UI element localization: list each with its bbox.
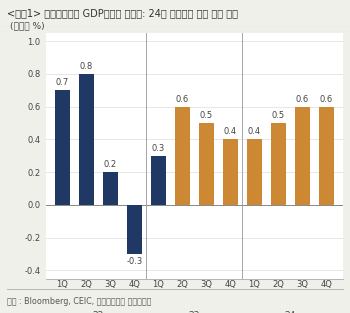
Text: <그림1> 하이투자증권 GDP성장률 전망치: 24년 상반기중 경기 횡보 예상: <그림1> 하이투자증권 GDP성장률 전망치: 24년 상반기중 경기 횡보 … (7, 8, 238, 18)
Text: 자료 : Bloomberg, CEIC, 하이투자증권 리서치본부: 자료 : Bloomberg, CEIC, 하이투자증권 리서치본부 (7, 297, 151, 306)
Text: 0.8: 0.8 (80, 62, 93, 71)
Text: 22: 22 (93, 310, 104, 313)
Bar (199, 123, 214, 205)
Text: 0.2: 0.2 (104, 160, 117, 169)
Text: (전기비 %): (전기비 %) (10, 21, 44, 30)
Text: 0.5: 0.5 (272, 111, 285, 120)
Text: 0.6: 0.6 (296, 95, 309, 104)
Text: 24: 24 (285, 310, 296, 313)
Text: 0.6: 0.6 (176, 95, 189, 104)
Bar (103, 172, 118, 205)
Bar (295, 107, 310, 205)
Text: 0.7: 0.7 (56, 78, 69, 87)
Bar (175, 107, 190, 205)
Text: 0.6: 0.6 (320, 95, 333, 104)
Bar (319, 107, 334, 205)
Text: 0.4: 0.4 (224, 127, 237, 136)
Text: 0.3: 0.3 (152, 144, 165, 153)
Text: -0.3: -0.3 (126, 257, 142, 266)
Text: 0.4: 0.4 (248, 127, 261, 136)
Bar (79, 74, 94, 205)
Bar (127, 205, 142, 254)
Text: 23: 23 (189, 310, 200, 313)
Text: 0.5: 0.5 (200, 111, 213, 120)
Bar (55, 90, 70, 205)
Bar (151, 156, 166, 205)
Bar (223, 139, 238, 205)
Bar (247, 139, 262, 205)
Bar (271, 123, 286, 205)
